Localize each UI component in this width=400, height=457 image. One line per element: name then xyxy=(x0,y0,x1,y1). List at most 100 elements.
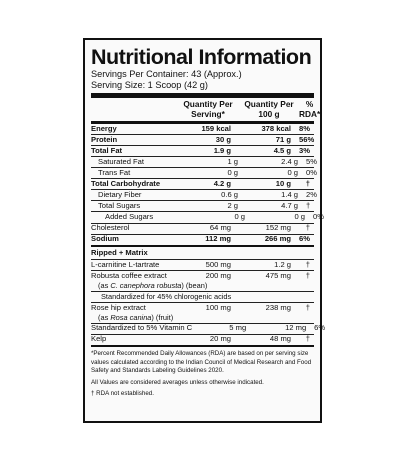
nutrient-per-100g: 266 mg xyxy=(264,234,291,244)
nutrient-rda: 5% xyxy=(306,156,317,166)
row-divider xyxy=(91,322,314,324)
matrix-per-100g: 48 mg xyxy=(269,334,291,344)
row-divider xyxy=(91,200,314,202)
nutrient-per-serving: 2 g xyxy=(227,201,238,211)
nutrient-rda: 0% xyxy=(306,167,317,177)
rda-footnote: *Percent Recommended Daily Allowances (R… xyxy=(91,350,312,375)
header-per-100g: Quantity Per 100 g xyxy=(244,99,294,119)
matrix-row: Standardized to 5% Vitamin C 5 mg 12 mg 6% xyxy=(91,323,325,333)
serving-size: Serving Size: 1 Scoop (42 g) xyxy=(91,79,208,90)
nutrient-per-100g: 10 g xyxy=(275,178,291,188)
matrix-row: Kelp 20 mg 48 mg † xyxy=(91,334,314,344)
row-divider xyxy=(91,144,314,146)
matrix-name: Standardized to 5% Vitamin C xyxy=(91,323,193,333)
row-divider xyxy=(91,290,314,292)
nutrient-per-serving: 64 mg xyxy=(209,223,231,233)
matrix-name: Rose hip extract xyxy=(91,302,146,312)
nutrient-rda: 3% xyxy=(299,145,310,155)
nutrient-row: Total Carbohydrate 4.2 g 10 g † xyxy=(91,179,314,189)
source-species: Rosa canina xyxy=(110,313,152,323)
nutrient-name: Energy xyxy=(91,123,117,133)
nutrient-row: Sodium 112 mg 266 mg 6% xyxy=(91,234,314,244)
nutrient-row: Trans Fat 0 g 0 g 0% xyxy=(91,167,317,178)
header-per-serving: Quantity Per Serving* xyxy=(183,99,233,119)
standardized-note: Standardized for 45% chlorogenic acids xyxy=(101,291,232,301)
nutrient-per-serving: 112 mg xyxy=(205,234,231,244)
nutrient-name: Sodium xyxy=(91,234,119,244)
nutrient-name: Added Sugars xyxy=(105,212,154,222)
matrix-per-serving: 5 mg xyxy=(229,323,247,333)
nutrient-name: Total Carbohydrate xyxy=(91,178,161,188)
matrix-list: L-carnitine L-tartrate 500 mg 1.2 g † Robust… xyxy=(91,260,325,345)
nutrient-per-serving: 0.6 g xyxy=(221,189,238,199)
section-divider xyxy=(91,244,314,248)
row-divider xyxy=(91,178,314,179)
nutrient-rda: 56% xyxy=(299,134,315,144)
nutrient-rda: 0% xyxy=(313,212,324,222)
matrix-per-serving: 200 mg xyxy=(205,270,231,280)
footnote-divider xyxy=(91,344,314,348)
thick-divider xyxy=(91,93,314,98)
matrix-row: Robusta coffee extract 200 mg 475 mg † xyxy=(91,271,314,281)
header-divider xyxy=(91,121,314,124)
matrix-rda: 6% xyxy=(314,323,326,333)
row-divider xyxy=(91,156,314,157)
nutrient-name: Total Sugars xyxy=(98,201,141,211)
matrix-row: Rose hip extract 100 mg 238 mg † xyxy=(91,303,314,313)
matrix-source: (as C. canephora robusta) (bean) xyxy=(91,281,314,291)
row-divider xyxy=(91,233,314,235)
matrix-per-serving: 100 mg xyxy=(205,302,231,312)
panel-title: Nutritional Information xyxy=(91,45,312,69)
source-prefix: (as xyxy=(98,313,111,323)
nutrient-per-serving: 159 kcal xyxy=(201,123,231,133)
nutrient-name: Cholesterol xyxy=(91,223,130,233)
row-divider xyxy=(91,133,314,135)
averages-footnote: All Values are considered averages unles… xyxy=(91,378,264,386)
nutrient-list: Energy 159 kcal 378 kcal 8% Protein 30 g 71 g 5… xyxy=(91,124,324,245)
matrix-heading: Ripped + Matrix xyxy=(91,248,148,258)
nutrition-panel: Nutritional Information Servings Per Con… xyxy=(83,38,325,423)
source-suffix: ) (bean) xyxy=(181,281,208,291)
source-species: C. canephora robusta xyxy=(110,281,182,291)
nutrient-per-100g: 71 g xyxy=(275,134,291,144)
nutrient-row: Total Fat 1.9 g 4.5 g 3% xyxy=(91,146,314,156)
nutrient-per-100g: 4.5 g xyxy=(273,145,291,155)
nutrient-rda: 6% xyxy=(299,234,310,244)
matrix-rda: † xyxy=(305,302,310,312)
nutrient-name: Trans Fat xyxy=(98,167,131,177)
nutrient-row: Energy 159 kcal 378 kcal 8% xyxy=(91,124,314,134)
nutrient-row: Protein 30 g 71 g 56% xyxy=(91,135,314,145)
row-divider xyxy=(91,167,314,168)
matrix-rda: † xyxy=(305,259,310,269)
nutrient-per-serving: 0 g xyxy=(227,167,238,177)
header-rda: % RDA* xyxy=(299,99,321,119)
nutrient-row: Cholesterol 64 mg 152 mg † xyxy=(91,223,314,233)
nutrient-per-100g: 1.4 g xyxy=(281,189,298,199)
nutrient-per-serving: 4.2 g xyxy=(213,178,231,188)
nutrient-rda: 2% xyxy=(306,189,317,199)
matrix-per-100g: 475 mg xyxy=(265,270,291,280)
matrix-per-serving: 500 mg xyxy=(205,259,231,269)
matrix-name: Robusta coffee extract xyxy=(91,270,167,280)
nutrient-per-100g: 4.7 g xyxy=(281,201,298,211)
nutrient-per-100g: 0 g xyxy=(287,167,298,177)
nutrient-rda: † xyxy=(305,223,310,233)
table-header: Quantity Per Serving* Quantity Per 100 g… xyxy=(91,98,320,121)
source-prefix: (as xyxy=(98,281,111,291)
nutrient-row: Dietary Fiber 0.6 g 1.4 g 2% xyxy=(91,189,317,200)
matrix-per-100g: 238 mg xyxy=(265,302,291,312)
row-divider xyxy=(91,333,314,335)
row-divider xyxy=(91,270,314,271)
nutrient-per-100g: 2.4 g xyxy=(281,156,298,166)
nutrient-per-serving: 30 g xyxy=(215,134,231,144)
matrix-per-100g: 12 mg xyxy=(285,323,307,333)
nutrient-rda: 8% xyxy=(299,123,310,133)
nutrient-row: Saturated Fat 1 g 2.4 g 5% xyxy=(91,156,317,167)
matrix-per-serving: 20 mg xyxy=(209,334,231,344)
nutrient-per-serving: 1 g xyxy=(227,156,238,166)
matrix-source: (as Rosa canina) (fruit) xyxy=(91,313,314,323)
matrix-row: L-carnitine L-tartrate 500 mg 1.2 g † xyxy=(91,260,314,270)
nutrient-per-100g: 0 g xyxy=(294,212,305,222)
nutrient-row: Added Sugars 0 g 0 g 0% xyxy=(91,212,324,222)
row-divider xyxy=(91,189,314,190)
